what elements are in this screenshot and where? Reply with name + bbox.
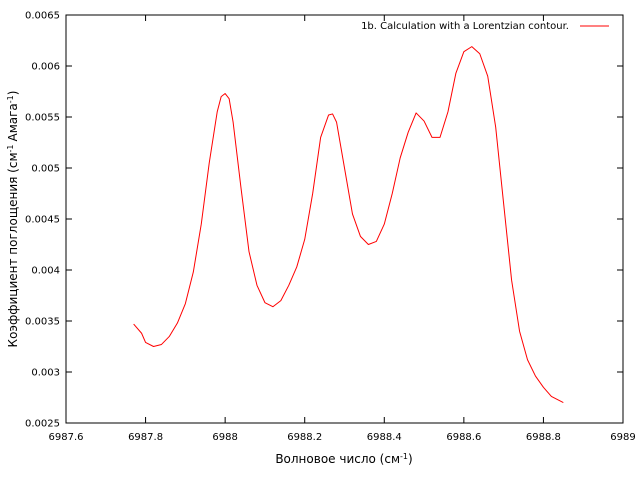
- y-tick-label: 0.005: [31, 164, 60, 175]
- y-tick-label: 0.004: [31, 266, 60, 277]
- x-axis-title: Волновое число (см-1): [275, 452, 412, 467]
- y-tick-label: 0.003: [31, 368, 60, 379]
- x-tick-label: 6988.8: [526, 432, 561, 443]
- axis-ticks: 6987.6 6987.8 6988 6988.2 6988.4 6988.6 6988.8…: [25, 11, 636, 444]
- plot-area-border: [65, 14, 624, 424]
- series-line: [133, 46, 564, 404]
- x-tick-label: 6988: [212, 432, 237, 443]
- y-axis-title: Коэффициент поглощения (см-1Амага-1): [6, 91, 21, 348]
- legend: 1b. Calculation with a Lorentzian contou…: [361, 21, 609, 32]
- y-tick-label: 0.006: [31, 62, 60, 73]
- x-tick-label: 6987.6: [49, 432, 84, 443]
- x-tick-label: 6988.6: [446, 432, 481, 443]
- y-tick-label: 0.0025: [25, 419, 60, 430]
- legend-label: 1b. Calculation with a Lorentzian contou…: [361, 21, 569, 32]
- y-tick-label: 0.0035: [25, 317, 60, 328]
- x-tick-label: 6987.8: [128, 432, 163, 443]
- y-tick-label: 0.0055: [25, 113, 60, 124]
- y-tick-label: 0.0045: [25, 215, 60, 226]
- x-tick-label: 6988.4: [367, 432, 402, 443]
- x-tick-label: 6989: [610, 432, 635, 443]
- y-tick-label: 0.0065: [25, 11, 60, 22]
- series-layer: [133, 46, 564, 404]
- x-tick-label: 6988.2: [287, 432, 322, 443]
